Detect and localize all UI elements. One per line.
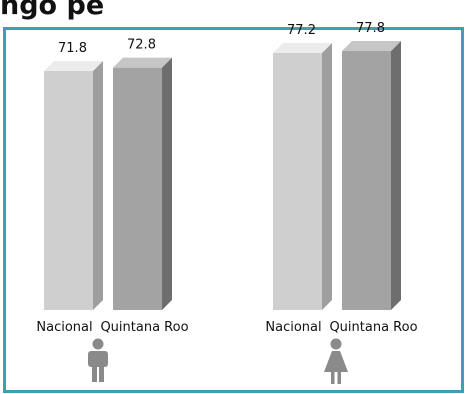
bar-male-nacional: 71.8 Nacional [36, 41, 103, 335]
data-label: 72.8 [127, 38, 156, 53]
icon-dress [324, 351, 348, 372]
data-label: 77.2 [287, 23, 316, 38]
bar-female-quintana-roo: 77.8 Quintana Roo [329, 21, 417, 335]
icon-leg-right [99, 366, 104, 382]
icon-leg-left [92, 366, 97, 382]
bar-side-face [322, 43, 332, 310]
bar-side-face [391, 41, 401, 310]
category-label: Nacional [265, 320, 321, 335]
chart-frame [3, 27, 464, 393]
bar-side-face [162, 57, 172, 310]
bar-front-face [342, 51, 391, 310]
data-label: 71.8 [58, 41, 87, 56]
bar-top-face [273, 43, 332, 54]
bar-male-quintana-roo: 72.8 Quintana Roo [100, 38, 188, 335]
bar-female-nacional: 77.2 Nacional [265, 23, 332, 335]
icon-head [330, 338, 342, 350]
icon-head [92, 338, 104, 350]
male-icon [88, 338, 108, 382]
category-label: Quintana Roo [329, 320, 417, 335]
data-label: 77.8 [356, 21, 385, 36]
category-label: Nacional [36, 320, 92, 335]
icon-leg-left [331, 372, 335, 384]
bar-top-face [113, 57, 172, 68]
bar-front-face [113, 67, 162, 310]
bar-side-face [93, 61, 103, 310]
female-icon [324, 338, 348, 384]
bar-front-face [44, 71, 93, 310]
icon-leg-right [337, 372, 341, 384]
bar-top-face [342, 41, 401, 52]
bar-top-face [44, 61, 103, 71]
cropped-title: ngo pe [0, 0, 105, 21]
icon-body [88, 351, 108, 367]
bar-front-face [273, 53, 322, 310]
category-label: Quintana Roo [100, 320, 188, 335]
